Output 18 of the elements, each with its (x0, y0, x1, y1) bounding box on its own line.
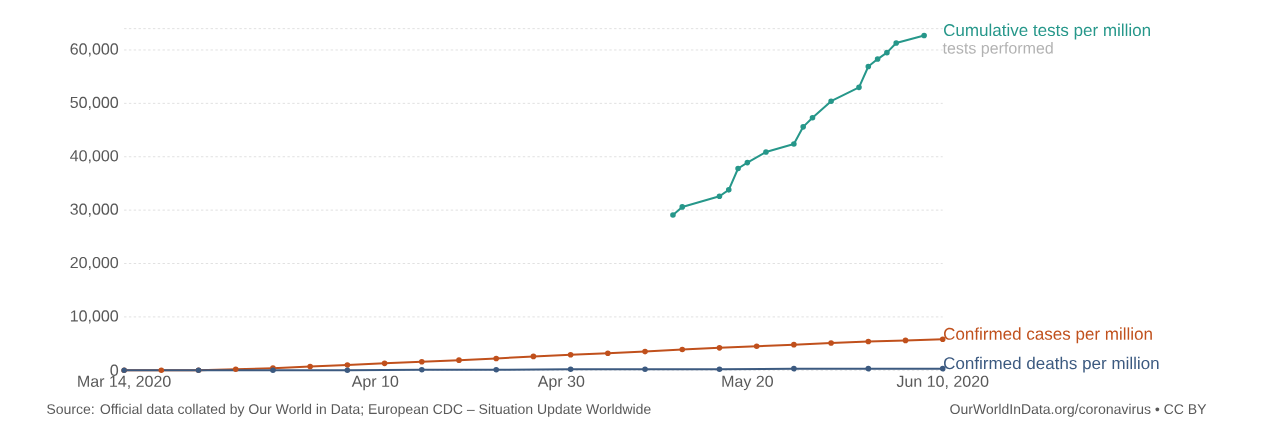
y-tick-label: 0 (110, 364, 119, 376)
y-tick-label: 20,000 (70, 256, 119, 270)
x-tick-label: May 20 (722, 375, 773, 391)
annotation: tests performed (942, 41, 1053, 57)
y-tick-label: 60,000 (70, 43, 119, 57)
y-tick-label: 10,000 (70, 310, 119, 324)
y-tick-label: 50,000 (70, 96, 119, 110)
x-tick-label: Apr 10 (351, 375, 399, 391)
x-tick-label: Apr 30 (537, 375, 585, 391)
x-tick-label: Jun 10, 2020 (896, 375, 989, 389)
y-tick-label: 30,000 (70, 203, 119, 217)
y-tick-label: 40,000 (70, 149, 119, 164)
x-tick-label: Mar 14, 2020 (78, 375, 171, 389)
series-label: Cumulative tests per million (944, 23, 1150, 40)
series-label: Confirmed deaths per million (944, 356, 1159, 373)
source-note: Source: Official data collated by Our World in Data; European CDC – Situation Update Worldwide (47, 403, 651, 417)
text: OurWorldInData.org/coronavirus • CC BY (950, 403, 1207, 417)
series-label: Confirmed cases per million (944, 327, 1152, 344)
